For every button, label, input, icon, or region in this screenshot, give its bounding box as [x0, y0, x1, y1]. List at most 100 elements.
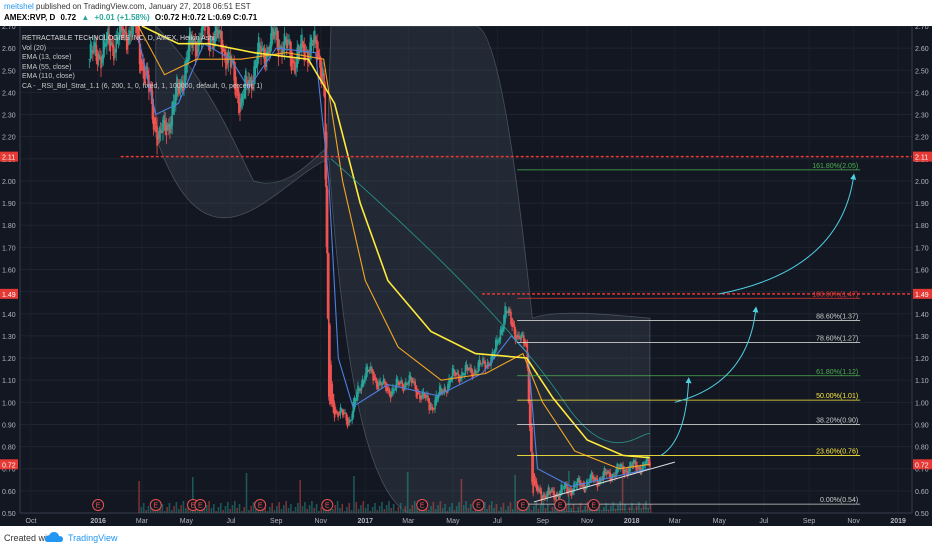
volume-bar [215, 511, 217, 513]
volume-bar [248, 510, 250, 513]
candle-body [150, 86, 153, 96]
candle-body [519, 337, 522, 340]
volume-bar [227, 502, 229, 513]
candle-body [280, 46, 282, 48]
candle-body [94, 42, 96, 48]
candle-body [241, 93, 244, 103]
candle-body [194, 41, 197, 57]
level-tag-right [913, 151, 932, 162]
candle-body [322, 70, 324, 76]
volume-bar [547, 504, 549, 513]
earnings-marker-label: E [325, 503, 330, 510]
y-tick-label-left: 1.10 [2, 378, 16, 385]
volume-bar [301, 506, 304, 513]
chart-area[interactable]: 0.50 0.50 0.60 0.60 0.70 0.70 0.80 0.80 0.90 0.90… [0, 21, 932, 526]
candle-body [171, 101, 174, 126]
volume-bar [336, 501, 339, 513]
x-tick-label: Sep [536, 518, 549, 525]
y-tick-label-left: 2.60 [2, 46, 16, 53]
candle-body [291, 60, 294, 64]
candle-body [302, 41, 304, 48]
volume-bar [212, 504, 215, 513]
candle-body [345, 413, 348, 421]
candle-body [579, 479, 581, 486]
volume-bar [645, 501, 647, 513]
volume-bar [518, 508, 521, 513]
volume-bar [285, 501, 288, 513]
volume-bar [238, 504, 241, 513]
candle-body [284, 36, 287, 43]
candle-body [482, 358, 484, 364]
volume-bar [220, 503, 222, 513]
candle-body [93, 41, 95, 53]
candle-body [348, 419, 351, 423]
candle-body [508, 310, 511, 314]
candle-body [465, 364, 468, 370]
candle-body [261, 49, 263, 52]
y-tick-label-right: 2.30 [915, 113, 929, 120]
y-tick-label-left: 0.90 [2, 422, 16, 429]
y-tick-label-right: 2.50 [915, 68, 929, 75]
volume-bar [460, 479, 463, 513]
volume-bar [166, 507, 168, 513]
volume-bar [304, 502, 306, 513]
earnings-marker-label: E [420, 503, 425, 510]
volume-bar [635, 506, 638, 513]
earnings-marker [321, 499, 334, 511]
candle-body [491, 352, 494, 362]
volume-bar [427, 510, 430, 513]
y-tick-label-right: 1.60 [915, 268, 929, 275]
candle-body [295, 67, 297, 69]
candle-body [238, 91, 240, 113]
candle-body [584, 487, 587, 489]
volume-bar [294, 507, 297, 513]
candle-body [526, 343, 529, 368]
candle-body [249, 77, 252, 83]
candle-body [358, 388, 360, 392]
volume-bar [362, 501, 365, 513]
volume-bar [633, 510, 636, 513]
earnings-marker [587, 499, 600, 511]
candle-body [197, 39, 199, 53]
volume-bar [170, 510, 173, 513]
volume-bar [187, 504, 189, 513]
volume-bar [180, 505, 182, 513]
candle-body [184, 61, 186, 85]
candle-body [605, 472, 608, 475]
candle-body [561, 488, 564, 490]
volume-bar [502, 503, 505, 513]
current-price-tag-right-text: 0.72 [915, 462, 929, 469]
candle-body [500, 329, 503, 335]
candle-body [598, 477, 601, 484]
volume-bar [276, 506, 278, 513]
y-tick-label-left: 0.60 [2, 489, 16, 496]
tradingview-brand[interactable]: TradingView [68, 533, 118, 543]
candle-body [165, 125, 168, 136]
candle-body [447, 384, 449, 392]
candle-body [478, 359, 481, 368]
candle-body [370, 366, 372, 371]
volume-bar [495, 504, 498, 513]
earnings-marker-label: E [558, 503, 563, 510]
candle-body [88, 59, 91, 61]
candle-body [134, 26, 136, 27]
candle-body [410, 377, 413, 383]
volume-bar [364, 508, 367, 513]
x-tick-label: May [180, 518, 194, 525]
volume-bar [177, 509, 180, 513]
volume-bar [353, 476, 355, 513]
candle-body [505, 310, 508, 315]
volume-bar [444, 504, 446, 513]
volume-bar [526, 507, 528, 513]
y-tick-label-right: 2.20 [915, 135, 929, 142]
price-chart[interactable]: 0.50 0.50 0.60 0.60 0.70 0.70 0.80 0.80 0.90 0.90… [0, 21, 932, 526]
candle-body [497, 342, 499, 344]
volume-bar [570, 508, 572, 513]
volume-bar [514, 475, 516, 513]
y-tick-label-right: 2.70 [915, 26, 929, 31]
earnings-marker [194, 499, 207, 511]
candle-body [591, 475, 594, 480]
x-tick-label: 2016 [90, 518, 106, 525]
author-link[interactable]: meitshel [4, 2, 34, 11]
candle-body [635, 461, 637, 469]
